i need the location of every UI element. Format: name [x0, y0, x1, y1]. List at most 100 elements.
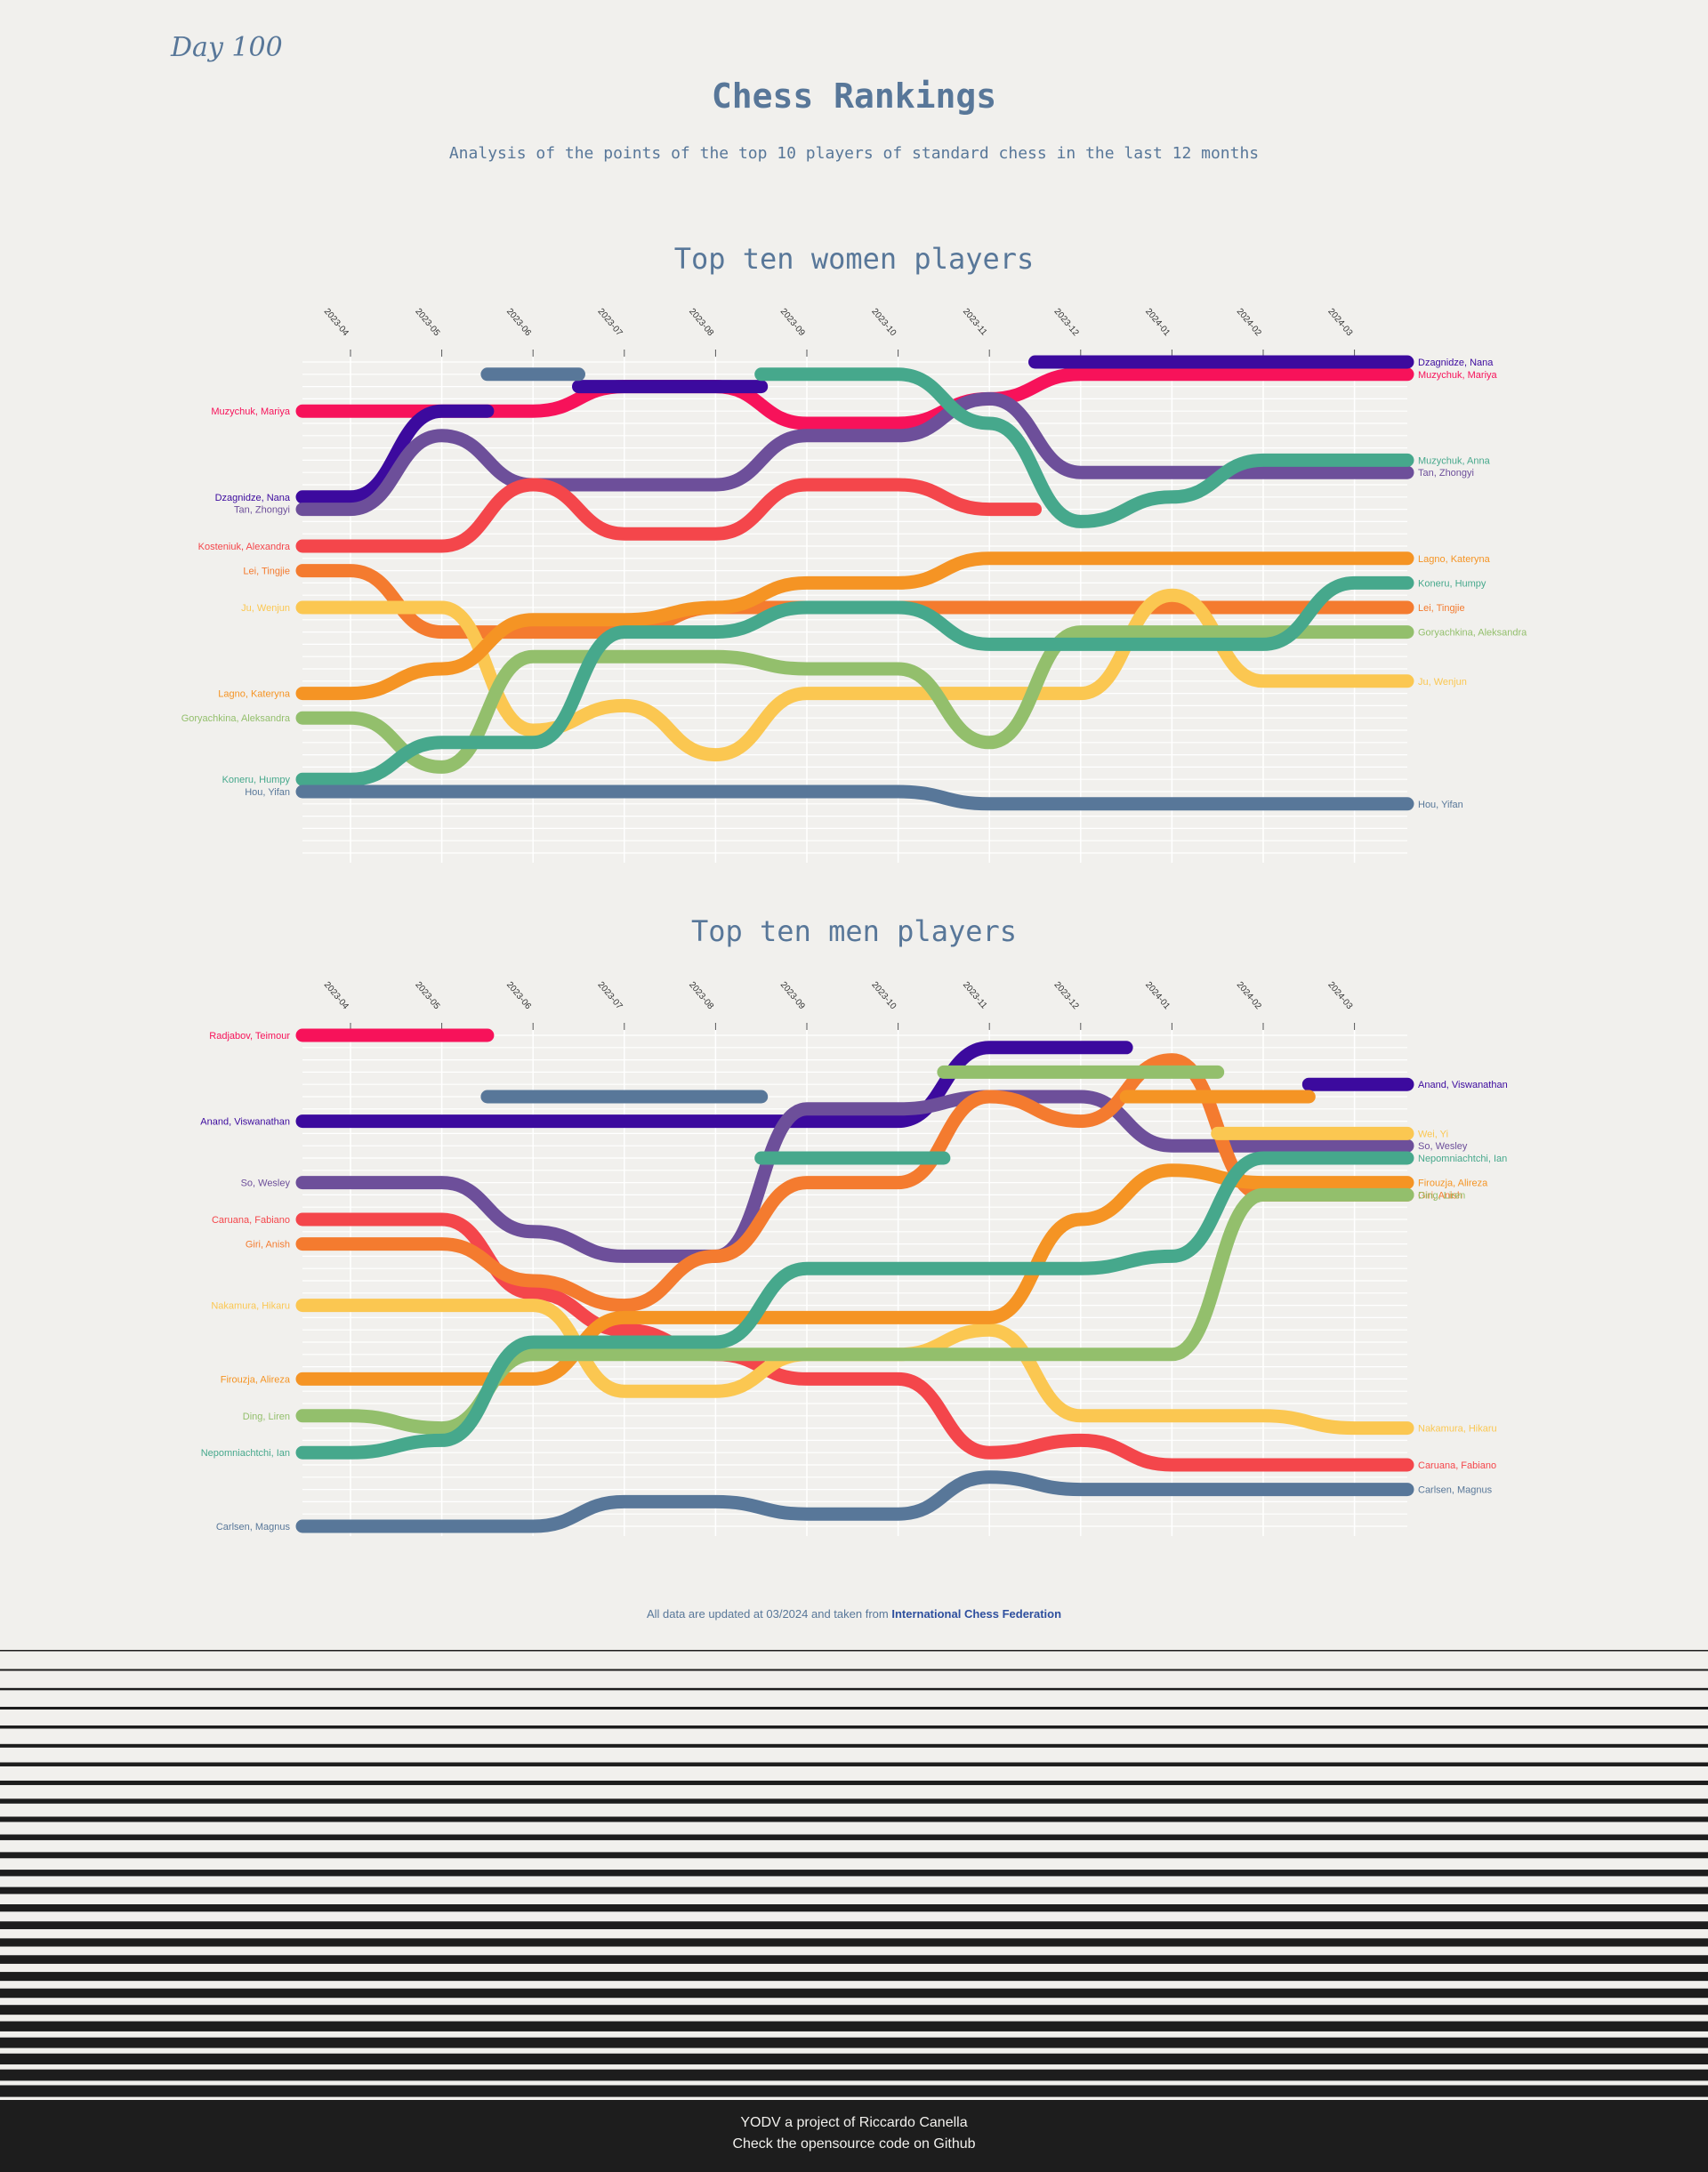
series-end-label: Ju, Wenjun [1418, 677, 1467, 688]
stripe [0, 1921, 1708, 1929]
series-start-label: Kosteniuk, Alexandra [198, 542, 291, 552]
series-koneru-humpy: Koneru, Humpy Koneru, Humpy [222, 575, 1486, 786]
x-tick-label-top: 2023-05 [413, 980, 441, 1012]
series-wei-yi: Wei, Yi [1211, 1126, 1448, 1140]
footer-credit: YODV a project of Riccardo Canella [740, 2115, 968, 2130]
x-tick-label-top: 2023-11 [961, 307, 989, 338]
series-end-label: Nakamura, Hikaru [1418, 1424, 1497, 1435]
series-line [295, 391, 1414, 517]
x-tick-label-top: 2023-12 [1052, 307, 1081, 339]
series-end-label: Lei, Tingjie [1418, 603, 1465, 614]
decorative-stripes [0, 1650, 1708, 2097]
x-tick-label-top: 2023-07 [596, 307, 624, 339]
github-link[interactable]: Check the opensource code on Github [732, 2136, 976, 2152]
series-tan-zhongyi: Tan, Zhongyi Tan, Zhongyi [234, 391, 1474, 517]
series-end-label: Goryachkina, Aleksandra [1418, 628, 1527, 639]
series-start-label: Hou, Yifan [245, 787, 290, 798]
series-start-label: Tan, Zhongyi [234, 505, 290, 516]
stripe [0, 1852, 1708, 1859]
series-end-label: Lagno, Kateryna [1418, 554, 1491, 565]
stripe [0, 1669, 1708, 1671]
series-lei-tingjie: Lei, Tingjie Lei, Tingjie [243, 564, 1465, 640]
x-tick-label-top: 2024-03 [1325, 980, 1354, 1012]
series-line [295, 1151, 1414, 1460]
x-tick-label-top: 2023-10 [869, 980, 898, 1012]
x-tick-label-top: 2023-10 [869, 307, 898, 339]
series-start-label: Giri, Anish [246, 1240, 290, 1251]
women-rankings-chart: 2023-042023-042023-052023-052023-062023-… [181, 307, 1527, 863]
series-end-label: Wei, Yi [1418, 1129, 1448, 1139]
stripe [0, 1870, 1708, 1877]
x-tick-label-top: 2023-08 [687, 307, 715, 339]
x-tick-label-top: 2023-04 [322, 980, 350, 1012]
series-end-label: Hou, Yifan [1418, 800, 1463, 810]
series-line [295, 551, 1414, 701]
series-dzagnidze-nana: Dzagnidze, Nana Dzagnidze, Nana [215, 355, 1494, 504]
series-end-label: Anand, Viswanathan [1418, 1080, 1508, 1090]
stripe [0, 1762, 1708, 1766]
series-so-wesley: So, Wesley So, Wesley [241, 1090, 1468, 1263]
series-kosteniuk-alexandra: Kosteniuk, Alexandra [198, 478, 1042, 553]
x-tick-label-top: 2023-06 [504, 980, 533, 1012]
series-end-label: Firouzja, Alireza [1418, 1179, 1488, 1189]
series-line [295, 404, 495, 504]
series-start-label: So, Wesley [241, 1179, 291, 1189]
series-muzychuk-mariya: Muzychuk, Mariya Muzychuk, Mariya [211, 367, 1498, 430]
x-tick-label-top: 2024-01 [1143, 980, 1172, 1012]
stripe [0, 1687, 1708, 1691]
series-end-label: Tan, Zhongyi [1418, 468, 1474, 479]
x-tick-label-top: 2024-02 [1235, 307, 1263, 339]
series-end-label: Muzychuk, Anna [1418, 455, 1491, 466]
men-chart-title: Top ten men players [690, 914, 1018, 948]
series-line [295, 1163, 1414, 1386]
series-line [295, 784, 1414, 811]
series-line [754, 367, 1414, 528]
stripe [0, 1955, 1708, 1964]
stripe [0, 1780, 1708, 1785]
day-label: Day 100 [171, 32, 283, 63]
series-line [295, 1090, 1414, 1263]
stripe [0, 1650, 1708, 1652]
series-start-label: Anand, Viswanathan [200, 1117, 290, 1128]
series-end-label: So, Wesley [1418, 1141, 1468, 1152]
x-tick-label-top: 2024-01 [1143, 307, 1172, 339]
series-ju-wenjun: Ju, Wenjun Ju, Wenjun [241, 588, 1467, 762]
series-end-label: Koneru, Humpy [1418, 578, 1486, 589]
series-nepomniachtchi-ian: Nepomniachtchi, Ian Nepomniachtchi, Ian [201, 1151, 1507, 1460]
series-line [295, 1212, 1414, 1472]
stripe [0, 1972, 1708, 1982]
series-muzychuk-anna: Muzychuk, Anna [754, 367, 1491, 528]
x-tick-label-top: 2023-07 [596, 980, 624, 1012]
series-line [295, 625, 1414, 774]
x-tick-label-top: 2023-06 [504, 307, 533, 339]
series-lagno-kateryna: Lagno, Kateryna Lagno, Kateryna [218, 551, 1491, 701]
stripe [0, 1904, 1708, 1912]
stripe [0, 2069, 1708, 2081]
stripe [0, 2021, 1708, 2031]
series-start-label: Firouzja, Alireza [221, 1374, 291, 1385]
stripe [0, 1798, 1708, 1804]
series-start-label: Carlsen, Magnus [216, 1522, 291, 1532]
series-start-label: Goryachkina, Aleksandra [181, 713, 291, 724]
series-start-label: Lei, Tingjie [243, 567, 290, 577]
x-tick-label-top: 2023-09 [778, 307, 807, 339]
fide-link[interactable]: International Chess Federation [891, 1607, 1062, 1621]
series-start-label: Lagno, Kateryna [218, 689, 291, 700]
series-start-label: Nakamura, Hikaru [211, 1301, 290, 1312]
series-line [295, 588, 1414, 762]
x-tick-label-top: 2024-03 [1325, 307, 1354, 339]
page-title: Chess Rankings [711, 76, 997, 116]
series-end-label: Carlsen, Magnus [1418, 1485, 1493, 1496]
data-source-note: All data are updated at 03/2024 and take… [0, 1607, 1708, 1621]
series-end-label: Muzychuk, Mariya [1418, 370, 1498, 381]
series-line [295, 367, 1414, 430]
stripe [0, 1743, 1708, 1748]
series-carlsen-magnus: Carlsen, Magnus Carlsen, Magnus [216, 1470, 1493, 1533]
series-start-label: Ju, Wenjun [241, 603, 290, 614]
women-chart-title: Top ten women players [673, 242, 1035, 276]
series-end-label: Ding, Liren [1418, 1190, 1465, 1201]
stripe [0, 1886, 1708, 1894]
stripe [0, 1938, 1708, 1947]
series-end-label: Nepomniachtchi, Ian [1418, 1154, 1507, 1164]
stripe [0, 2005, 1708, 2015]
